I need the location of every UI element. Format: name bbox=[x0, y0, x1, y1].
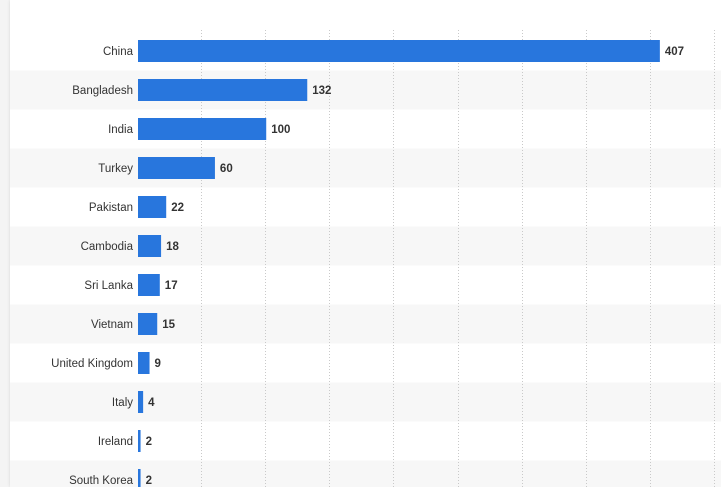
bar[interactable] bbox=[138, 157, 215, 179]
value-label: 60 bbox=[220, 163, 233, 175]
bar[interactable] bbox=[138, 391, 144, 413]
row-band bbox=[10, 70, 721, 110]
category-label: Vietnam bbox=[91, 319, 133, 331]
row-band bbox=[10, 304, 721, 344]
category-label: South Korea bbox=[69, 475, 134, 487]
chart-card: China Bangladesh India Turkey Pakistan Cambod… bbox=[10, 0, 721, 487]
category-label: Bangladesh bbox=[72, 85, 133, 97]
bar[interactable] bbox=[138, 196, 167, 218]
bar-chart: China Bangladesh India Turkey Pakistan Cambod… bbox=[10, 30, 721, 487]
row-band bbox=[10, 148, 721, 188]
value-label: 2 bbox=[146, 436, 152, 448]
bar[interactable] bbox=[138, 274, 160, 296]
bar[interactable] bbox=[138, 313, 158, 335]
value-label: 407 bbox=[665, 46, 684, 58]
category-label: Ireland bbox=[98, 436, 133, 448]
value-label: 2 bbox=[146, 475, 152, 487]
bar[interactable] bbox=[138, 430, 141, 452]
value-label: 22 bbox=[171, 202, 184, 214]
category-label: Cambodia bbox=[81, 241, 134, 253]
value-label: 18 bbox=[166, 241, 179, 253]
value-label: 17 bbox=[165, 280, 178, 292]
value-label: 100 bbox=[271, 124, 290, 136]
row-band bbox=[10, 460, 721, 487]
row-band bbox=[10, 382, 721, 422]
category-label: Pakistan bbox=[89, 202, 133, 214]
category-label: Turkey bbox=[98, 163, 133, 175]
bar[interactable] bbox=[138, 40, 660, 62]
row-band bbox=[10, 226, 721, 266]
value-label: 132 bbox=[312, 85, 331, 97]
row-bands bbox=[10, 70, 721, 487]
bar[interactable] bbox=[138, 79, 308, 101]
bars bbox=[138, 40, 660, 487]
value-label: 15 bbox=[162, 319, 175, 331]
bar[interactable] bbox=[138, 118, 267, 140]
category-label: United Kingdom bbox=[51, 358, 133, 370]
gridlines bbox=[201, 30, 715, 487]
value-label: 4 bbox=[148, 397, 155, 409]
category-label: Sri Lanka bbox=[84, 280, 133, 292]
value-label: 9 bbox=[155, 358, 161, 370]
category-label: China bbox=[103, 46, 134, 58]
category-labels: China Bangladesh India Turkey Pakistan Cambod… bbox=[51, 46, 133, 487]
bar[interactable] bbox=[138, 235, 162, 257]
bar[interactable] bbox=[138, 352, 150, 374]
bar[interactable] bbox=[138, 469, 141, 487]
category-label: India bbox=[108, 124, 134, 136]
category-label: Italy bbox=[112, 397, 133, 409]
